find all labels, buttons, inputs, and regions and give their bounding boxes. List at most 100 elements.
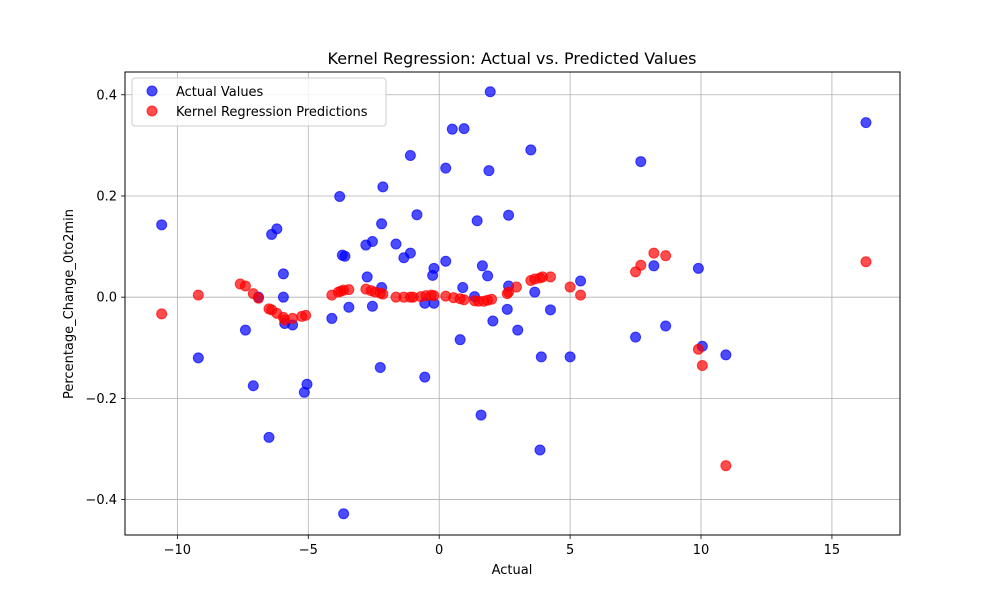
actual-point — [366, 236, 378, 248]
prediction-point — [486, 293, 498, 305]
y-tick-label: 0.4 — [96, 88, 117, 103]
y-tick-label: −0.4 — [85, 493, 117, 508]
actual-point — [512, 324, 524, 336]
actual-point — [440, 162, 452, 174]
actual-point — [404, 149, 416, 161]
prediction-point — [428, 290, 440, 302]
actual-point — [338, 508, 350, 520]
actual-point — [575, 275, 587, 287]
legend-label-predictions: Kernel Regression Predictions — [176, 105, 368, 120]
actual-point — [454, 334, 466, 346]
prediction-point — [860, 256, 872, 268]
actual-point — [366, 300, 378, 312]
y-axis-label: Percentage_Change_0to2min — [62, 209, 77, 399]
actual-point — [419, 371, 431, 383]
actual-point — [446, 123, 458, 135]
actual-point — [239, 324, 251, 336]
actual-point — [544, 304, 556, 316]
series-kernel-regression-predictions — [156, 247, 872, 472]
actual-point — [630, 331, 642, 343]
actual-point — [334, 190, 346, 202]
prediction-point — [377, 288, 389, 300]
prediction-point — [660, 250, 672, 262]
prediction-point — [300, 309, 312, 321]
x-tick-label: 15 — [824, 543, 841, 558]
prediction-point — [239, 280, 251, 292]
actual-point — [525, 144, 537, 156]
actual-point — [483, 165, 495, 177]
prediction-point — [458, 294, 470, 306]
actual-point — [535, 351, 547, 363]
prediction-point — [635, 259, 647, 271]
actual-point — [263, 431, 275, 443]
series-actual-values — [156, 86, 872, 520]
prediction-point — [692, 343, 704, 355]
actual-point — [361, 271, 373, 283]
prediction-point — [575, 289, 587, 301]
x-tick-label: −10 — [164, 543, 191, 558]
actual-point — [534, 444, 546, 456]
actual-point — [501, 303, 513, 315]
plot-area-frame — [124, 71, 901, 536]
actual-point — [660, 320, 672, 332]
actual-point — [277, 291, 289, 303]
x-tick-label: −5 — [299, 543, 318, 558]
actual-point — [247, 380, 259, 392]
actual-point — [487, 315, 499, 327]
x-axis-ticks: −10 −5 0 5 10 15 — [164, 535, 841, 558]
y-tick-label: 0.2 — [96, 189, 117, 204]
x-tick-label: 5 — [566, 543, 574, 558]
legend-label-actual: Actual Values — [176, 85, 264, 100]
actual-point — [458, 123, 470, 135]
actual-point — [476, 260, 488, 272]
prediction-point — [648, 247, 660, 259]
prediction-point — [156, 308, 168, 320]
actual-point — [326, 312, 338, 324]
prediction-point — [696, 359, 708, 371]
actual-point — [720, 349, 732, 361]
actual-point — [376, 218, 388, 230]
actual-point — [271, 223, 283, 235]
actual-point — [529, 286, 541, 298]
actual-point — [377, 181, 389, 193]
legend-marker-actual — [146, 85, 158, 97]
actual-point — [339, 250, 351, 262]
legend: Actual Values Kernel Regression Predicti… — [131, 77, 387, 127]
prediction-point — [544, 271, 556, 283]
actual-point — [457, 282, 469, 294]
actual-point — [564, 351, 576, 363]
actual-point — [374, 362, 386, 374]
prediction-point — [192, 289, 204, 301]
actual-point — [156, 219, 168, 231]
actual-point — [475, 409, 487, 421]
x-tick-label: 10 — [693, 543, 710, 558]
prediction-point — [720, 460, 732, 472]
actual-point — [482, 270, 494, 282]
actual-point — [860, 117, 872, 129]
prediction-point — [287, 312, 299, 324]
actual-point — [404, 247, 416, 259]
actual-point — [390, 238, 402, 250]
actual-point — [277, 268, 289, 280]
actual-point — [411, 209, 423, 221]
chart-title: Kernel Regression: Actual vs. Predicted … — [328, 49, 697, 68]
x-axis-label: Actual — [492, 563, 533, 578]
actual-point — [428, 262, 440, 274]
actual-point — [503, 209, 515, 221]
prediction-point — [343, 284, 355, 296]
prediction-point — [564, 281, 576, 293]
actual-point — [635, 156, 647, 168]
actual-point — [692, 262, 704, 274]
actual-point — [343, 301, 355, 313]
actual-point — [484, 86, 496, 98]
prediction-point — [253, 292, 265, 304]
y-axis-ticks: −0.4 −0.2 0.0 0.2 0.4 — [85, 88, 125, 508]
actual-point — [648, 260, 660, 272]
legend-box — [131, 77, 387, 127]
y-tick-label: −0.2 — [85, 392, 117, 407]
actual-point — [471, 215, 483, 227]
prediction-point — [510, 281, 522, 293]
prediction-point — [503, 286, 515, 298]
actual-point — [440, 255, 452, 267]
